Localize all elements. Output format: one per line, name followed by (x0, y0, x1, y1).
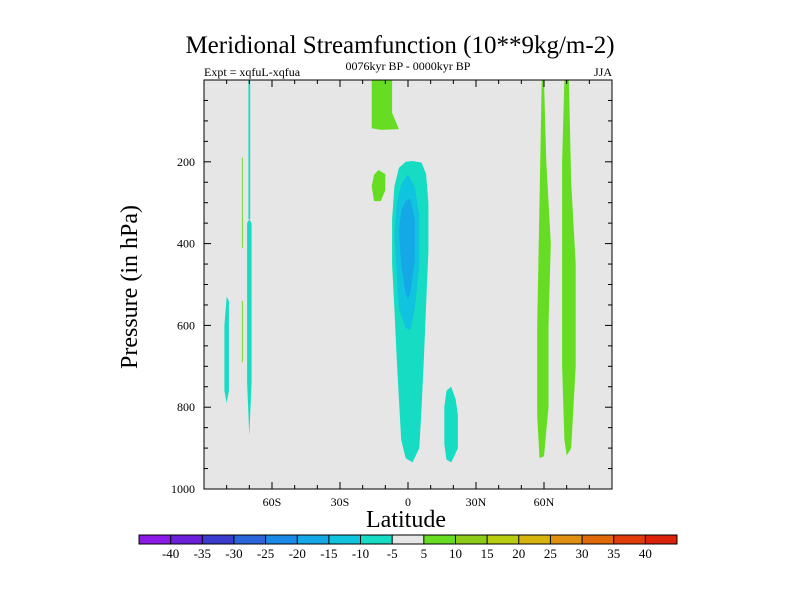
colorbar-label: -15 (320, 546, 337, 561)
y-tick-label: 1000 (171, 482, 195, 496)
colorbar-label: -30 (225, 546, 242, 561)
colorbar-swatch (582, 535, 615, 544)
nh-subtropic-cell (444, 386, 458, 463)
sh-polar-sliver-b (247, 219, 252, 436)
colorbar-frame (138, 534, 678, 545)
colorbar-label: 40 (639, 546, 652, 561)
x-tick-label: 0 (405, 495, 411, 509)
colorbar: -40 -35 -30 -25 -20 -15 -10 -5 5 10 15 20 25 30 35 40 (138, 534, 678, 561)
colorbar-label: 25 (544, 546, 557, 561)
colorbar-label: 10 (449, 546, 462, 561)
chart-title: Meridional Streamfunction (10**9kg/m-2) (185, 32, 614, 59)
colorbar-label: -20 (289, 546, 306, 561)
y-tick-label: 400 (177, 237, 195, 251)
upper-tropics-band (371, 80, 399, 130)
colorbar-swatch (360, 535, 393, 544)
colorbar-swatch (487, 535, 520, 544)
colorbar-swatch (455, 535, 488, 544)
colorbar-swatch (328, 535, 361, 544)
y-tick-label: 200 (177, 155, 195, 169)
colorbar-swatch (645, 535, 678, 544)
season-label: JJA (594, 65, 612, 79)
colorbar-swatch (265, 535, 298, 544)
period-label: 0076kyr BP - 0000kyr BP (346, 59, 471, 73)
colorbar-label: 15 (481, 546, 494, 561)
sh-polar-sliver-a (224, 296, 229, 404)
experiment-label: Expt = xqfuL-xqfua (204, 65, 301, 79)
colorbar-swatch (518, 535, 551, 544)
colorbar-label: -10 (352, 546, 369, 561)
plot-area: 60S 30S 0 30N 60N 200 400 600 800 1000 (171, 79, 613, 509)
colorbar-swatch (297, 535, 330, 544)
colorbar-label: 5 (421, 546, 428, 561)
colorbar-label: -40 (162, 546, 179, 561)
colorbar-label: 30 (576, 546, 589, 561)
sh-polar-needle (248, 80, 251, 220)
colorbar-swatch (170, 535, 203, 544)
colorbar-swatch (423, 535, 456, 544)
colorbar-swatch (392, 535, 425, 544)
colorbar-swatch (613, 535, 646, 544)
colorbar-swatch (550, 535, 583, 544)
colorbar-label: -25 (257, 546, 274, 561)
colorbar-swatch (202, 535, 235, 544)
colorbar-swatch (139, 535, 171, 544)
colorbar-label: -35 (194, 546, 211, 561)
upper-tropics-blob (371, 170, 386, 202)
x-tick-label: 30N (466, 495, 487, 509)
nh-polar-band-a (537, 80, 551, 459)
x-tick-label: 30S (331, 495, 350, 509)
sh-polar-green-needle (241, 157, 243, 248)
y-tick-label: 800 (177, 400, 195, 414)
x-axis-label: Latitude (366, 507, 446, 533)
x-tick-label: 60S (263, 495, 282, 509)
tropical-core-cell (398, 198, 415, 300)
y-axis-label: Pressure (in hPa) (117, 205, 143, 369)
sh-polar-green-needle-2 (241, 300, 243, 363)
nh-polar-band-b (562, 80, 576, 456)
x-tick-label: 60N (534, 495, 555, 509)
colorbar-label: 35 (607, 546, 620, 561)
colorbar-label: 20 (512, 546, 525, 561)
y-tick-label: 600 (177, 318, 195, 332)
colorbar-label: -5 (387, 546, 398, 561)
colorbar-swatch (233, 535, 266, 544)
